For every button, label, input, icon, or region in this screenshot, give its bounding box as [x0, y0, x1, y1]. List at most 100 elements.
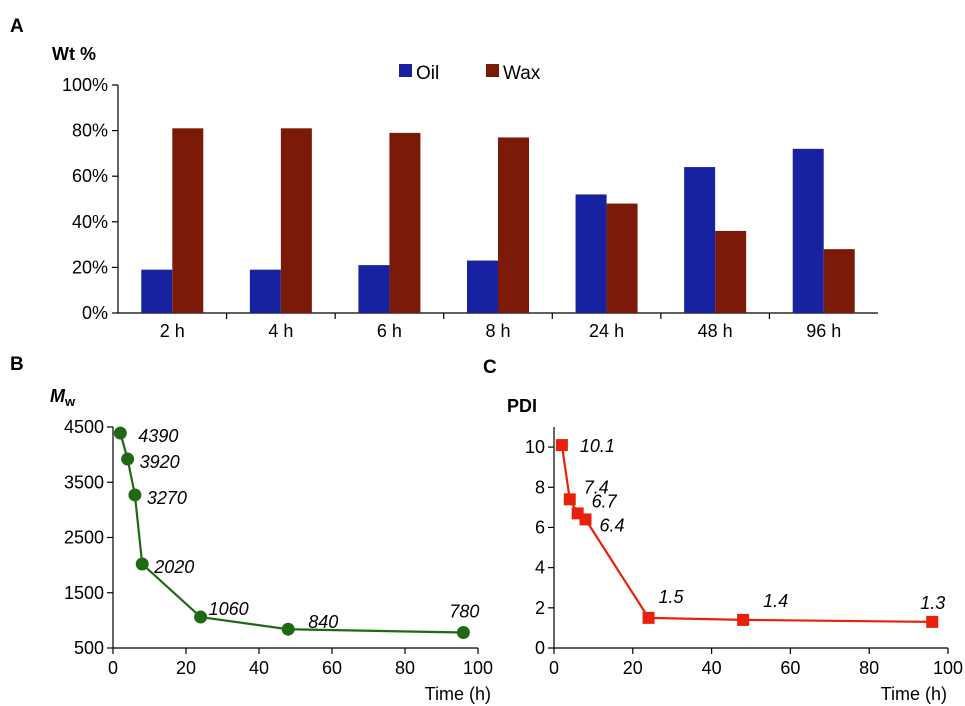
data-label: 780	[449, 602, 479, 622]
x-tick-label: 48 h	[698, 321, 733, 341]
data-label: 3920	[140, 452, 180, 472]
data-point	[642, 611, 655, 624]
bar-wax	[823, 249, 855, 313]
bar-wax	[715, 230, 747, 313]
y-tick-label: 20%	[72, 257, 108, 277]
bar-wax	[389, 132, 421, 313]
panel-b-series: 4390 3920 3270 2020 1060 840 780	[113, 426, 479, 640]
data-label: 840	[308, 612, 338, 632]
data-point	[281, 622, 295, 636]
panel-a-bar-chart: A Wt % 0% 20% 40% 60% 80% 100% 2 h 4 h 6 h 8 h 24…	[10, 16, 878, 341]
bar-oil	[141, 269, 173, 313]
panel-a-x-ticks: 2 h 4 h 6 h 8 h 24 h 48 h 96 h	[160, 313, 841, 341]
panel-b-y-axis-title-sub: w	[64, 394, 76, 409]
legend-swatch-wax	[486, 64, 499, 77]
x-tick-label: 0	[108, 658, 118, 678]
y-tick-label: 100%	[62, 75, 108, 95]
data-label: 1.4	[763, 591, 788, 611]
y-tick-label: 6	[535, 517, 545, 537]
panel-b-y-ticks: 500 1500 2500 3500 4500	[64, 417, 113, 658]
y-tick-label: 4500	[64, 417, 104, 437]
bar-oil	[684, 167, 716, 313]
data-label: 7.4	[584, 477, 609, 497]
panel-c-y-ticks: 0 2 4 6 8 10	[525, 437, 554, 658]
data-label: 6.7	[592, 491, 618, 511]
x-tick-label: 100	[933, 658, 963, 678]
panel-a-legend: Oil Wax	[399, 63, 541, 84]
data-point	[456, 626, 470, 640]
x-tick-label: 8 h	[485, 321, 510, 341]
panel-c-series: 10.1 7.46.7 6.4 1.5 1.4 1.3	[555, 436, 945, 628]
data-label: 1.5	[659, 587, 685, 607]
y-tick-label: 2500	[64, 528, 104, 548]
x-tick-label: 60	[780, 658, 800, 678]
legend-label-oil: Oil	[416, 63, 439, 84]
data-point	[555, 439, 568, 452]
panel-b-line-chart: B Mw 500 1500 2500 3500 4500 0 20 40 60 80 100 43…	[10, 354, 493, 704]
data-point	[579, 513, 592, 526]
x-tick-label: 20	[623, 658, 643, 678]
x-tick-label: 80	[395, 658, 415, 678]
x-tick-label: 2 h	[160, 321, 185, 341]
data-label: 2020	[153, 557, 194, 577]
data-point	[737, 613, 750, 626]
data-label: 4390	[138, 426, 178, 446]
bar-oil	[358, 265, 390, 313]
panel-c-line-chart: C PDI 0 2 4 6 8 10 0 20 40 60 80 100 10.1 7.46.7 6.4…	[483, 357, 963, 704]
data-label: 10.1	[580, 436, 615, 456]
panel-b-x-ticks: 0 20 40 60 80 100	[108, 648, 493, 678]
panel-a-bars	[141, 128, 855, 313]
panel-a-letter: A	[10, 16, 24, 37]
y-tick-label: 4	[535, 558, 545, 578]
y-tick-label: 40%	[72, 212, 108, 232]
x-tick-label: 96 h	[806, 321, 841, 341]
x-tick-label: 60	[322, 658, 342, 678]
x-tick-label: 24 h	[589, 321, 624, 341]
x-tick-label: 80	[859, 658, 879, 678]
x-tick-label: 4 h	[268, 321, 293, 341]
panel-c-x-axis-title: Time (h)	[881, 684, 947, 704]
panel-b-y-axis-title-main: M	[50, 386, 66, 406]
y-tick-label: 80%	[72, 121, 108, 141]
legend-label-wax: Wax	[503, 63, 541, 84]
panel-b-letter: B	[10, 354, 24, 375]
data-point	[563, 493, 576, 506]
panel-b-x-axis-title: Time (h)	[425, 684, 491, 704]
y-tick-label: 60%	[72, 166, 108, 186]
x-tick-label: 100	[463, 658, 493, 678]
bar-wax	[280, 128, 312, 313]
bar-wax	[606, 203, 638, 313]
data-label: 6.4	[600, 515, 625, 535]
data-label: 1.3	[920, 593, 945, 613]
y-tick-label: 3500	[64, 472, 104, 492]
y-tick-label: 2	[535, 598, 545, 618]
y-tick-label: 1500	[64, 583, 104, 603]
data-point	[571, 507, 584, 520]
x-tick-label: 6 h	[377, 321, 402, 341]
x-tick-label: 40	[249, 658, 269, 678]
data-point	[121, 452, 135, 466]
panel-c-y-axis-title: PDI	[507, 396, 537, 416]
data-label: 3270	[147, 488, 187, 508]
bar-wax	[498, 137, 529, 313]
data-point	[128, 488, 142, 502]
bar-oil	[792, 148, 824, 313]
data-point	[135, 557, 149, 571]
x-tick-label: 0	[549, 658, 559, 678]
x-tick-label: 40	[702, 658, 722, 678]
bar-oil	[575, 194, 607, 313]
data-point	[113, 426, 127, 440]
panel-a-y-axis-title: Wt %	[52, 44, 96, 64]
data-label: 1060	[209, 599, 249, 619]
y-tick-label: 0	[535, 638, 545, 658]
x-tick-label: 20	[176, 658, 196, 678]
panel-a-y-ticks: 0% 20% 40% 60% 80% 100%	[62, 75, 118, 323]
y-tick-label: 0%	[82, 303, 108, 323]
bar-oil	[249, 269, 281, 313]
y-tick-label: 8	[535, 477, 545, 497]
panel-c-letter: C	[483, 357, 497, 378]
data-point	[194, 610, 208, 624]
panel-b-y-axis-title: Mw	[50, 386, 76, 409]
panel-c-x-ticks: 0 20 40 60 80 100	[549, 648, 963, 678]
